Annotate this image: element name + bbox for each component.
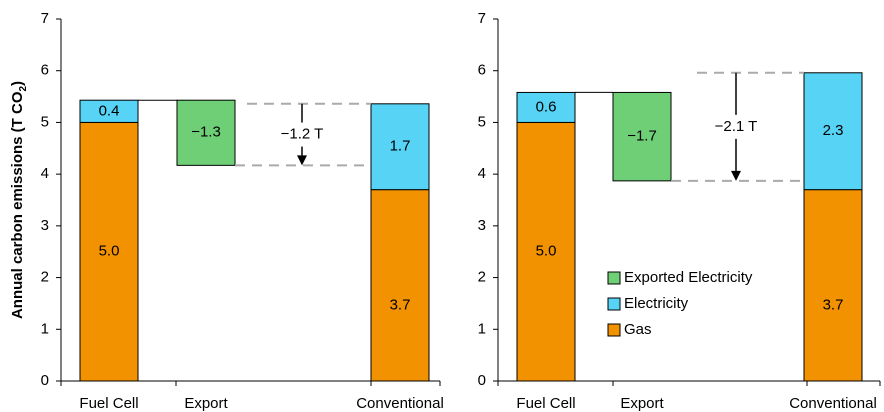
legend-swatch (607, 271, 621, 285)
bar-conventional-electricity (803, 72, 863, 191)
y-tick-label: 1 (41, 320, 49, 337)
y-tick-label: 3 (41, 217, 49, 234)
y-tick-label: 5 (478, 113, 486, 130)
legend-swatch (607, 323, 621, 337)
data-label-fuel-cell-electricity: 0.4 (99, 102, 120, 119)
data-label-fuel-cell-gas: 5.0 (99, 243, 120, 260)
y-tick-label: 7 (478, 10, 486, 27)
x-tick-label: Fuel Cell (79, 395, 138, 412)
bar-conventional-gas (803, 189, 863, 382)
x-tick-label: Export (184, 395, 228, 412)
difference-label: −2.1 T (715, 118, 758, 135)
data-label-conventional-gas: 3.7 (823, 296, 844, 313)
difference-arrow-head (297, 155, 307, 166)
y-tick-label: 0 (41, 372, 49, 389)
data-label-export: −1.3 (191, 124, 221, 141)
y-tick-label: 3 (478, 217, 486, 234)
data-label-fuel-cell-electricity: 0.6 (536, 98, 557, 115)
bar-fuel-cell-electricity (516, 91, 576, 123)
bar-export-exported-electricity (612, 91, 672, 182)
x-tick-label: Fuel Cell (516, 395, 575, 412)
y-tick-label: 5 (41, 113, 49, 130)
y-axis-label: Annual carbon emissions (T CO2) (9, 81, 29, 319)
x-tick-label: Export (620, 395, 664, 412)
difference-arrow-head (731, 170, 741, 181)
difference-label: −1.2 T (281, 126, 324, 143)
data-label-conventional-gas: 3.7 (390, 296, 411, 313)
x-tick-label: Conventional (789, 395, 877, 412)
bar-fuel-cell-gas (79, 121, 139, 382)
y-tick-label: 2 (41, 269, 49, 286)
bar-export-exported-electricity (176, 99, 236, 166)
data-label-export: −1.7 (627, 128, 657, 145)
y-tick-label: 1 (478, 320, 486, 337)
bar-conventional-electricity (370, 103, 430, 191)
legend-label: Gas (624, 321, 652, 338)
bar-fuel-cell-electricity (79, 99, 139, 123)
legend-swatch (607, 297, 621, 311)
legend-label: Electricity (624, 295, 689, 312)
x-tick-label: Conventional (356, 395, 444, 412)
y-tick-label: 6 (478, 62, 486, 79)
y-tick-label: 4 (478, 165, 486, 182)
y-tick-label: 0 (478, 372, 486, 389)
legend-label: Exported Electricity (624, 269, 753, 286)
y-tick-label: 2 (478, 269, 486, 286)
y-tick-label: 7 (41, 10, 49, 27)
data-label-conventional-electricity: 1.7 (390, 138, 411, 155)
y-tick-label: 6 (41, 62, 49, 79)
bar-fuel-cell-gas (516, 121, 576, 382)
data-label-conventional-electricity: 2.3 (823, 122, 844, 139)
bar-conventional-gas (370, 189, 430, 382)
y-tick-label: 4 (41, 165, 49, 182)
data-label-fuel-cell-gas: 5.0 (536, 243, 557, 260)
